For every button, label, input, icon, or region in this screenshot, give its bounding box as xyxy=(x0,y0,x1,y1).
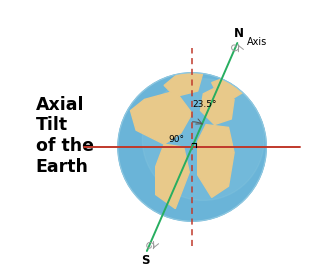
Polygon shape xyxy=(201,85,234,125)
Circle shape xyxy=(142,79,264,200)
Polygon shape xyxy=(212,74,245,99)
Text: Axial
Tilt
of the
Earth: Axial Tilt of the Earth xyxy=(36,95,94,176)
Text: 90°: 90° xyxy=(169,135,185,144)
Polygon shape xyxy=(130,91,192,144)
Text: 23.5°: 23.5° xyxy=(192,100,216,109)
Circle shape xyxy=(118,73,266,221)
Polygon shape xyxy=(156,144,189,209)
Polygon shape xyxy=(164,71,203,97)
Text: Axis: Axis xyxy=(247,37,267,46)
Polygon shape xyxy=(198,125,234,197)
Text: N: N xyxy=(234,27,244,40)
Text: S: S xyxy=(141,254,150,267)
